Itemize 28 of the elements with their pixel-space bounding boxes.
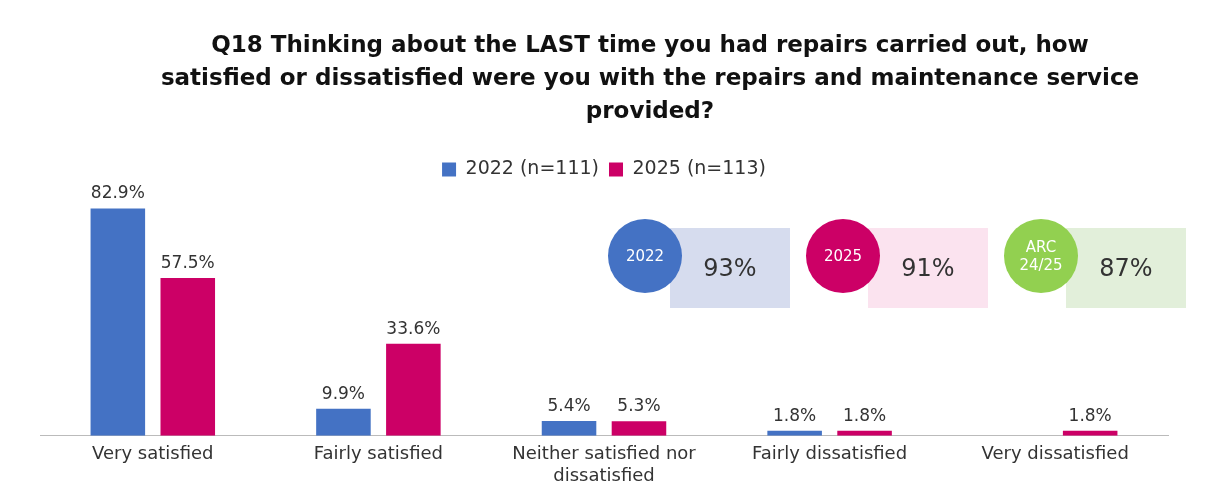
bar: [386, 343, 441, 436]
x-tick-label: Fairly satisfied: [313, 442, 443, 464]
annotation: ARC 24/25: [1004, 219, 1078, 293]
chart-title: Q18 Thinking about the LAST time you had repairs carried out, how satisfied or dissatisfied were you with the repairs and maintenance service provided?: [160, 30, 1140, 125]
bar: [541, 420, 597, 436]
data-label: 9.9%: [321, 382, 366, 403]
data-label: 57.5%: [160, 252, 215, 273]
data-label: 1.8%: [1068, 404, 1112, 425]
annotation: 2025: [806, 219, 880, 293]
data-label: 1.8%: [773, 404, 817, 425]
annotation: 2022: [608, 219, 682, 293]
data-label: 5.4%: [547, 394, 591, 415]
x-tick-label: Very satisfied: [92, 442, 214, 464]
bar: [316, 408, 371, 436]
x-tick-label: Fairly dissatisfied: [752, 442, 908, 464]
x-tick-label: Neither satisfied nor dissatisfied: [512, 442, 697, 485]
data-label: 33.6%: [386, 317, 441, 338]
data-label: 1.8%: [842, 404, 887, 425]
x-tick-label: Very dissatisfied: [981, 442, 1129, 464]
bar: [611, 421, 667, 436]
legend-label: 2022 (n=111): [465, 156, 600, 179]
annotation: 87%: [1066, 228, 1186, 308]
summary-callout: 87% ARC 24/25: [1004, 219, 1186, 308]
legend-label: 2025 (n=113): [632, 156, 766, 179]
data-label: 5.3%: [617, 395, 661, 416]
bar: [90, 208, 146, 436]
data-label: 82.9%: [90, 182, 145, 203]
bar: [160, 278, 216, 436]
